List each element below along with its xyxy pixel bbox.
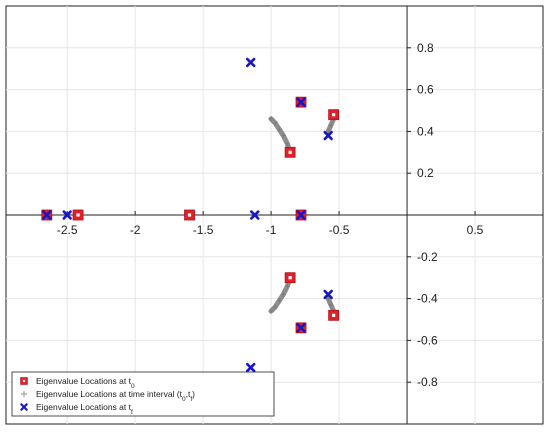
trajectory-plus-marker — [280, 132, 286, 139]
eigenvalue-t0-marker — [284, 272, 296, 284]
eigenvalue-t0-marker — [72, 209, 84, 221]
y-tick-label: 0.4 — [417, 124, 434, 138]
legend-interval-marker — [21, 391, 27, 397]
eigenvalue-paths — [268, 116, 337, 314]
x-tick-label: -1 — [266, 223, 277, 237]
trajectory-plus-marker — [328, 302, 334, 308]
trajectory-plus-marker — [284, 283, 291, 289]
trajectory-plus-marker — [325, 296, 331, 302]
eigenvalue-tf-marker — [296, 323, 306, 333]
trajectory-plus-marker — [272, 120, 278, 126]
x-marker-stroke — [296, 210, 306, 220]
eigenvalue-t0-marker — [328, 309, 340, 321]
legend-t0-label: Eigenvalue Locations at t0 — [36, 376, 135, 390]
x-tick-label: -2 — [130, 223, 141, 237]
eigenvalue-tf-marker — [42, 210, 52, 220]
x-tick-label: -2.5 — [57, 223, 78, 237]
trajectory-plus-marker — [284, 141, 291, 147]
y-tick-label: -0.2 — [417, 250, 438, 264]
y-tick-label: 0.8 — [417, 41, 434, 55]
square-marker-center — [288, 150, 292, 154]
eigenvalue-points — [41, 57, 340, 373]
eigenvalue-t0-marker — [184, 209, 195, 221]
trajectory-plus-marker — [280, 291, 286, 298]
legend-box — [11, 371, 275, 417]
trajectory-line — [268, 116, 293, 155]
tick-labels: -2.5 -2 -1.5 -1 -0.5 0.5 -0.8 -0.6 -0.4 -0.2 0.2 0.… — [57, 41, 484, 389]
trajectory-plus-marker — [325, 128, 331, 134]
x-marker-stroke — [323, 289, 333, 300]
x-marker-stroke — [42, 210, 52, 220]
x-marker-stroke — [62, 210, 72, 220]
legend-tf-label: Eigenvalue Locations at tf — [36, 402, 133, 416]
eigenvalue-tf-marker — [246, 57, 256, 68]
x-marker-stroke — [246, 57, 256, 68]
x-tick-label: 0.5 — [467, 223, 484, 237]
eigenvalue-tf-marker — [246, 362, 256, 373]
x-tick-label: -1.5 — [193, 223, 214, 237]
square-marker-center — [22, 379, 26, 383]
axes — [6, 6, 543, 424]
x-marker-stroke — [296, 323, 306, 333]
eigenvalue-t0-marker — [328, 109, 340, 121]
trajectory-plus-marker — [272, 304, 278, 310]
square-marker-center — [288, 276, 292, 280]
trajectory-plus-marker — [276, 126, 282, 132]
legend-t0-marker — [20, 377, 28, 385]
y-tick-label: -0.8 — [417, 375, 438, 389]
x-marker-stroke — [20, 403, 28, 411]
eigenvalue-tf-marker — [296, 210, 306, 220]
eigenvalue-tf-marker — [323, 289, 333, 300]
trajectory-path — [268, 116, 293, 155]
trajectory-plus-marker — [328, 122, 334, 128]
eigenvalue-tf-marker — [250, 210, 260, 220]
y-tick-label: 0.2 — [417, 166, 434, 180]
x-marker-stroke — [246, 362, 256, 373]
square-marker-center — [332, 113, 336, 117]
y-tick-label: -0.4 — [417, 292, 438, 306]
eigenvalue-tf-marker — [296, 97, 306, 107]
legend-interval-label: Eigenvalue Locations at time interval (t… — [36, 389, 195, 403]
grid — [6, 6, 543, 424]
x-marker-stroke — [296, 97, 306, 107]
trajectory-plus-marker — [276, 298, 282, 304]
trajectory-line — [268, 275, 293, 314]
y-tick-label: -0.6 — [417, 333, 438, 347]
trajectory-plus-marker — [268, 308, 274, 314]
eigenvalue-t0-marker — [284, 146, 296, 158]
legend-tf-marker — [20, 403, 28, 411]
x-marker-stroke — [323, 130, 333, 141]
eigenvalue-tf-marker — [62, 210, 72, 220]
square-marker-center — [76, 213, 80, 217]
square-marker-center — [187, 213, 192, 217]
y-tick-label: 0.6 — [417, 83, 434, 97]
trajectory-plus-marker — [268, 116, 274, 122]
x-tick-label: -0.5 — [329, 223, 350, 237]
square-marker-center — [332, 313, 336, 317]
eigenvalue-tf-marker — [323, 130, 333, 141]
x-marker-stroke — [250, 210, 260, 220]
